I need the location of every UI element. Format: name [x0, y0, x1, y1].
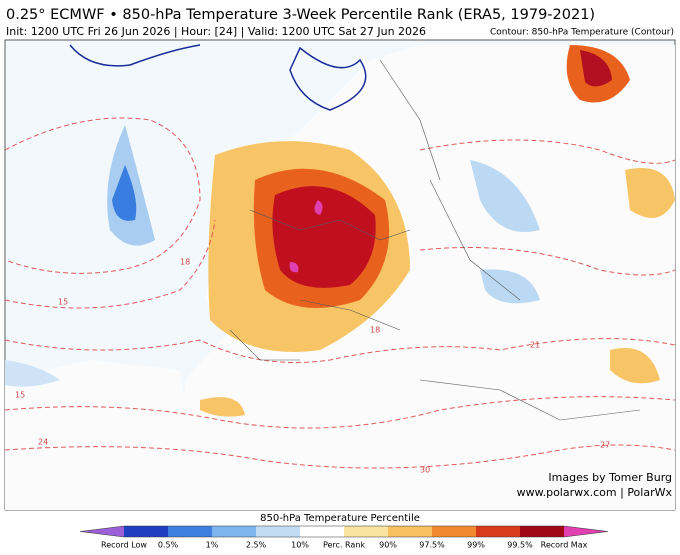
colorbar-segment — [80, 526, 124, 537]
colorbar-label: Record Low — [101, 541, 147, 550]
warm-anomaly — [580, 50, 612, 87]
contour-label: 18 — [180, 258, 190, 267]
colorbar-segment — [300, 526, 344, 537]
colorbar-segment — [256, 526, 300, 537]
colorbar-label: 10% — [291, 541, 309, 550]
colorbar-outline — [79, 525, 609, 538]
colorbar-segment — [344, 526, 388, 537]
colorbar-label: Perc. Rank — [323, 541, 365, 550]
contour-label: 21 — [530, 341, 540, 350]
land — [5, 360, 200, 510]
contour-freezing — [289, 46, 367, 111]
colorbar-segment — [520, 526, 564, 537]
cold-anomaly — [5, 360, 60, 387]
contour-freezing — [69, 44, 201, 67]
colorbar-segment — [388, 526, 432, 537]
colorbar: Record Low 0.5% 1% 2.5% 10% Perc. Rank 90% 97.5… — [79, 525, 609, 550]
credit: www.polarwx.com | PolarWx — [517, 486, 673, 499]
contour-label: 15 — [15, 391, 25, 400]
colorbar-segment — [168, 526, 212, 537]
title: 0.25° ECMWF • 850-hPa Temperature 3-Week… — [6, 7, 595, 23]
colorbar-label: 90% — [379, 541, 397, 550]
colorbar-label: 99.5% — [507, 541, 533, 550]
contour-label: 15 — [58, 298, 68, 307]
colorbar-label: 0.5% — [158, 541, 179, 550]
colorbar-segment — [564, 526, 608, 537]
colorbar-label: 97.5% — [419, 541, 445, 550]
contour-note: Contour: 850-hPa Temperature (Contour) — [490, 28, 674, 38]
contour-label: 18 — [370, 326, 380, 335]
colorbar-segment — [476, 526, 520, 537]
subtitle: Init: 1200 UTC Fri 26 Jun 2026 | Hour: [… — [6, 25, 426, 38]
cold-anomaly — [112, 165, 137, 221]
warm-anomaly — [272, 186, 376, 288]
colorbar-label: 2.5% — [246, 541, 267, 550]
colorbar-segment — [212, 526, 256, 537]
cold-anomaly — [470, 160, 540, 304]
colorbar-title: 850-hPa Temperature Percentile — [260, 513, 420, 524]
map: 15 18 24 30 21 18 15 27 Images by Tomer … — [4, 39, 676, 511]
colorbar-label: 1% — [206, 541, 219, 550]
record-max — [289, 200, 323, 273]
contour-label: 27 — [600, 441, 610, 450]
colorbar-segment — [432, 526, 476, 537]
colorbar-segment — [124, 526, 168, 537]
colorbar-label: Record Max — [541, 541, 588, 550]
contour-label: 30 — [420, 466, 430, 475]
colorbar-label: 99% — [467, 541, 485, 550]
contour-label: 24 — [38, 438, 48, 447]
credit: Images by Tomer Burg — [548, 471, 672, 484]
